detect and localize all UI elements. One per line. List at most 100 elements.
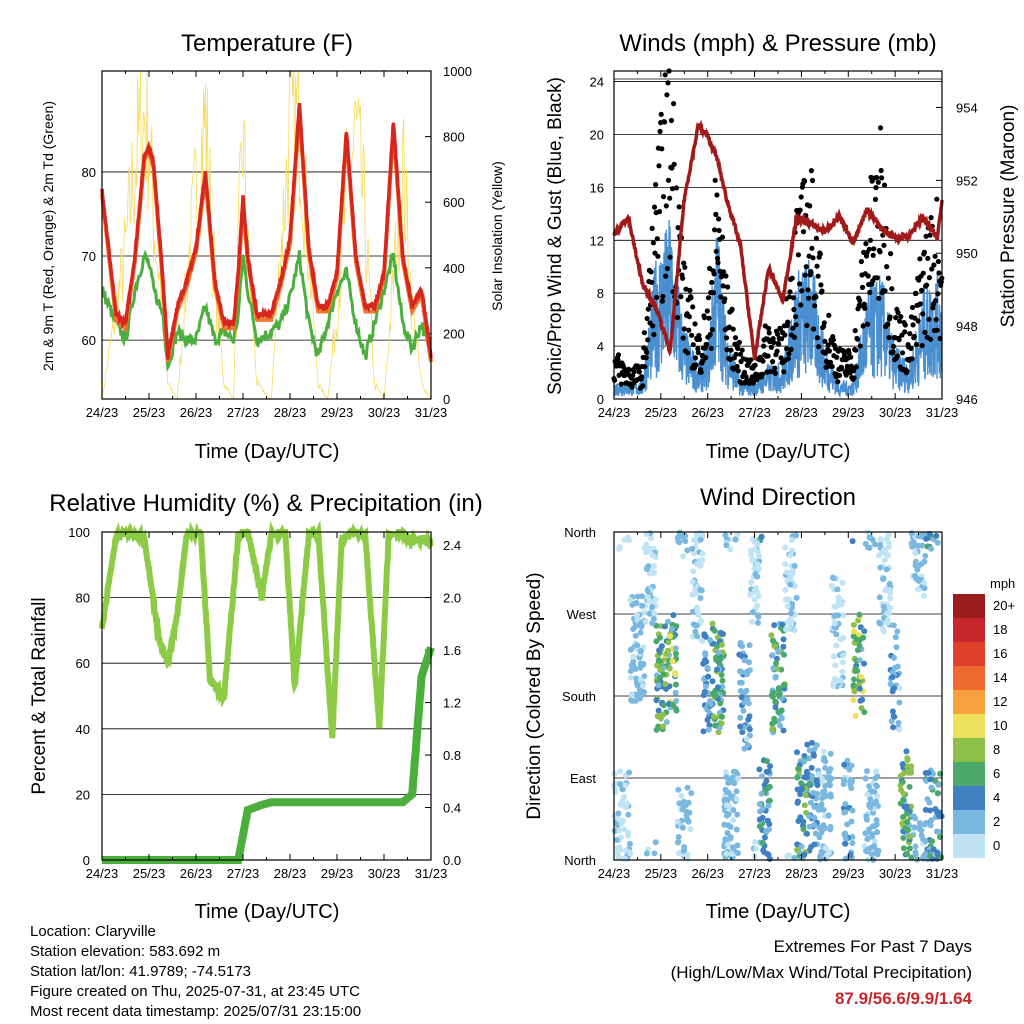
gust-point bbox=[882, 288, 888, 294]
direction-point bbox=[906, 845, 913, 852]
legend-swatch bbox=[953, 666, 985, 690]
gust-point bbox=[934, 327, 940, 333]
gust-point bbox=[858, 258, 865, 265]
gust-point bbox=[651, 204, 658, 210]
direction-point bbox=[770, 689, 776, 696]
direction-point bbox=[672, 681, 679, 688]
direction-point bbox=[781, 651, 787, 658]
direction-point bbox=[710, 713, 717, 720]
direction-point bbox=[694, 561, 700, 568]
direction-point bbox=[806, 813, 813, 820]
gust-point bbox=[813, 235, 820, 241]
direction-point bbox=[678, 793, 685, 799]
gust-point bbox=[863, 241, 869, 247]
direction-point bbox=[820, 822, 827, 829]
station-info: Location: Claryville Station elevation: … bbox=[30, 922, 361, 1022]
direction-point bbox=[680, 553, 687, 560]
direction-point bbox=[876, 594, 883, 601]
gust-point bbox=[812, 303, 818, 309]
direction-point bbox=[763, 828, 770, 835]
direction-point bbox=[746, 642, 753, 649]
gust-point bbox=[872, 196, 879, 202]
legend-label: 12 bbox=[993, 694, 1007, 709]
direction-point bbox=[672, 650, 679, 657]
gust-point bbox=[721, 269, 727, 275]
direction-point bbox=[892, 634, 899, 641]
direction-point bbox=[763, 778, 770, 785]
gust-point bbox=[681, 326, 687, 332]
gust-point bbox=[715, 260, 721, 266]
direction-point bbox=[754, 612, 761, 619]
direction-point bbox=[850, 621, 857, 628]
legend-label: 0 bbox=[993, 838, 1000, 853]
direction-point bbox=[674, 839, 681, 846]
direction-point bbox=[780, 727, 787, 734]
direction-point bbox=[879, 626, 886, 632]
direction-point bbox=[866, 801, 873, 808]
direction-point bbox=[625, 829, 632, 836]
winds-ytick-left: 0 bbox=[597, 392, 604, 407]
direction-point bbox=[618, 834, 624, 841]
gust-point bbox=[919, 343, 925, 349]
gust-point bbox=[766, 325, 772, 331]
direction-point bbox=[859, 696, 866, 703]
direction-point bbox=[873, 768, 880, 775]
gust-point bbox=[706, 315, 712, 321]
direction-point bbox=[887, 595, 894, 602]
direction-point bbox=[856, 611, 863, 618]
direction-point bbox=[687, 826, 694, 833]
direction-point bbox=[734, 811, 741, 818]
temperature-xtick: 26/23 bbox=[180, 405, 213, 420]
humidity-ytick-right: 2.4 bbox=[443, 538, 461, 553]
legend-title: mph bbox=[990, 576, 1015, 591]
info-latlon: Station lat/lon: 41.9789; -74.5173 bbox=[30, 963, 252, 980]
direction-point bbox=[634, 642, 641, 649]
direction-point bbox=[746, 659, 752, 666]
direction-point bbox=[643, 850, 650, 857]
direction-points bbox=[611, 529, 945, 863]
gust-point bbox=[875, 179, 881, 185]
direction-point bbox=[866, 783, 873, 790]
gust-point bbox=[902, 322, 908, 328]
direction-xtick: 25/23 bbox=[645, 866, 678, 881]
direction-point bbox=[759, 840, 766, 846]
direction-point bbox=[734, 842, 741, 849]
gust-point bbox=[642, 364, 648, 370]
direction-point bbox=[918, 827, 925, 834]
gust-point bbox=[785, 356, 791, 362]
gust-point bbox=[734, 363, 740, 370]
gust-point bbox=[851, 375, 857, 381]
direction-point bbox=[772, 698, 779, 705]
direction-point bbox=[728, 794, 735, 801]
direction-point bbox=[727, 824, 734, 830]
humidity-xlabel: Time (Day/UTC) bbox=[195, 901, 340, 923]
direction-point bbox=[667, 633, 673, 640]
direction-point bbox=[730, 768, 737, 775]
gust-point bbox=[718, 294, 724, 300]
direction-point bbox=[615, 810, 622, 817]
direction-point bbox=[679, 824, 686, 831]
direction-point bbox=[773, 660, 779, 667]
humidity-ytick-right: 0.0 bbox=[443, 853, 461, 868]
gust-point bbox=[678, 294, 684, 300]
direction-point bbox=[770, 665, 777, 672]
gust-point bbox=[615, 357, 621, 363]
direction-point bbox=[882, 587, 888, 594]
humidity-ytick-right: 0.4 bbox=[443, 801, 461, 816]
pressure-series bbox=[612, 119, 944, 361]
direction-point bbox=[831, 612, 838, 619]
direction-ytick: West bbox=[567, 607, 597, 622]
direction-point bbox=[789, 547, 796, 554]
gust-point bbox=[735, 368, 741, 374]
gust-point bbox=[909, 356, 915, 362]
direction-point bbox=[763, 768, 770, 775]
direction-point bbox=[758, 790, 765, 797]
speed-legend: mph 20+ 18 16 14 12 10 8 6 4 2 0 bbox=[953, 576, 1015, 858]
direction-point bbox=[839, 598, 846, 605]
gust-point bbox=[618, 381, 624, 387]
direction-xtick: 29/23 bbox=[832, 866, 865, 881]
direction-point bbox=[705, 726, 712, 733]
direction-point bbox=[769, 725, 776, 732]
direction-point bbox=[757, 808, 764, 815]
